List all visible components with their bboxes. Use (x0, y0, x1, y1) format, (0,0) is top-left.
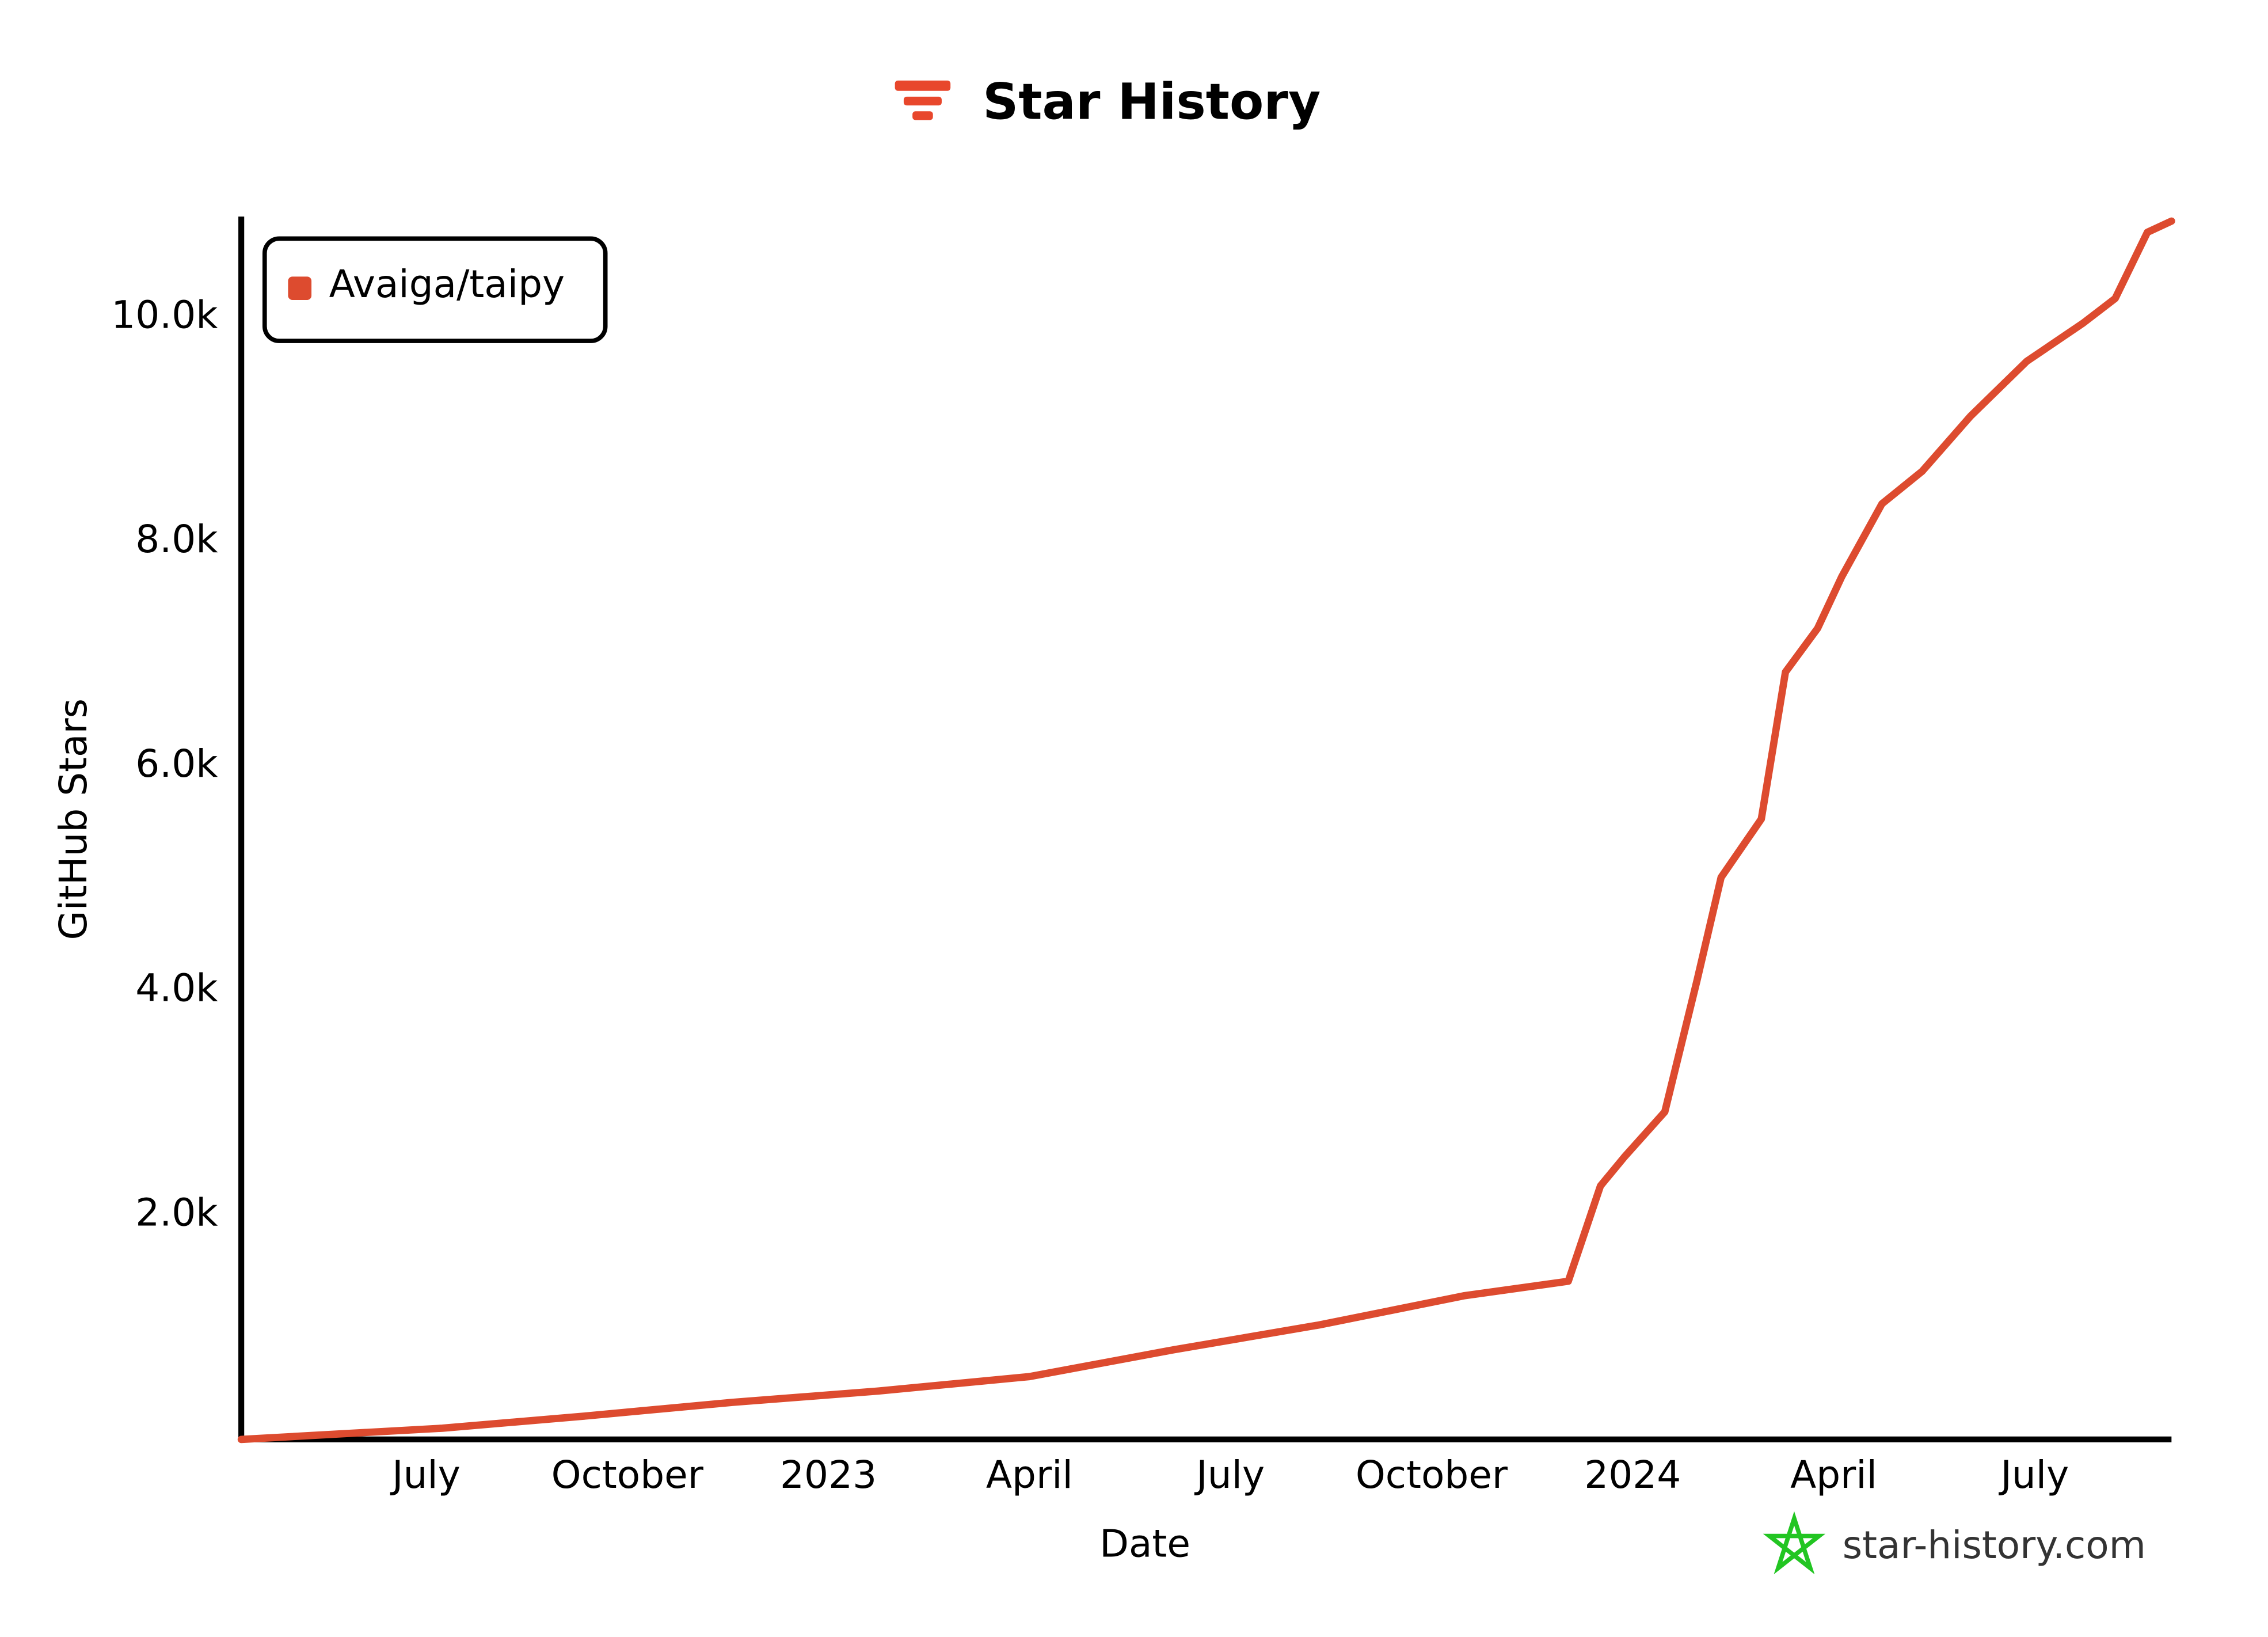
legend (262, 236, 608, 343)
watermark-icon (1763, 1511, 1826, 1575)
y-axis-title: GitHub Stars (51, 698, 96, 940)
x-tick-label: July (1998, 1453, 2069, 1497)
legend-swatch (288, 276, 312, 300)
legend-label: Avaiga/taipy (329, 262, 565, 306)
y-tick-label: 4.0k (135, 966, 218, 1011)
y-tick-label: 10.0k (111, 293, 218, 337)
y-tick-label: 2.0k (135, 1190, 218, 1235)
series-line (237, 217, 2175, 1444)
x-tick-label: April (1790, 1453, 1877, 1497)
x-tick-label: April (986, 1453, 1073, 1497)
y-tick-label: 6.0k (135, 742, 218, 786)
x-tick-label: October (1356, 1453, 1508, 1497)
x-tick-label: 2024 (1584, 1453, 1681, 1497)
x-tick-label: July (1194, 1453, 1265, 1497)
y-tick-label: 8.0k (135, 517, 218, 561)
x-tick-label: 2023 (780, 1453, 877, 1497)
logo (895, 80, 951, 120)
watermark: star-history.com (1843, 1523, 2146, 1567)
x-tick-label: July (390, 1453, 461, 1497)
chart-title: Star History (983, 74, 1321, 131)
x-axis-title: Date (1099, 1521, 1190, 1566)
x-tick-label: October (551, 1453, 704, 1497)
